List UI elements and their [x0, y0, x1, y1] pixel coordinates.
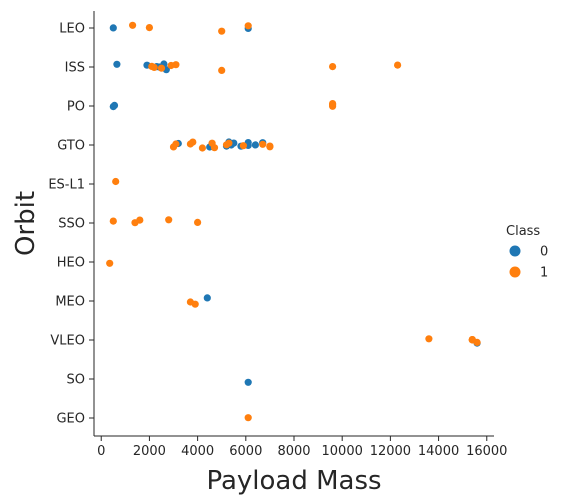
data-point-class-0 [244, 378, 252, 386]
y-tick-label: GEO [56, 412, 85, 427]
y-tick-label: LEO [59, 22, 85, 37]
y-tick-label: PO [67, 100, 85, 115]
data-point-class-1 [218, 27, 226, 35]
x-tick-label: 2000 [133, 444, 166, 459]
x-tick-label: 6000 [229, 444, 262, 459]
data-point-class-1 [172, 61, 180, 69]
data-point-class-1 [172, 140, 180, 148]
data-point-class-1 [109, 217, 117, 225]
legend-title: Class [506, 224, 540, 239]
x-tick-label: 4000 [181, 444, 214, 459]
y-tick-label: SO [67, 373, 85, 388]
data-point-class-1 [157, 64, 166, 72]
data-point-class-1 [136, 216, 144, 224]
x-tick-label: 14000 [418, 444, 459, 459]
data-point-class-1 [266, 142, 274, 150]
y-tick-label: MEO [55, 295, 85, 310]
x-tick-label: 16000 [466, 444, 507, 459]
data-point-class-1 [145, 24, 153, 32]
data-point-class-1 [191, 300, 199, 308]
x-tick-label: 12000 [370, 444, 411, 459]
y-tick-label: ES-L1 [48, 178, 85, 193]
y-tick-label: HEO [57, 256, 85, 271]
data-point-class-0 [251, 141, 259, 149]
data-point-class-1 [210, 144, 219, 152]
x-axis-title: Payload Mass [206, 466, 381, 496]
y-tick-label: SSO [58, 217, 85, 232]
data-point-class-0 [203, 294, 211, 302]
data-point-class-1 [150, 63, 158, 71]
points-layer [106, 21, 481, 422]
data-point-class-1 [194, 218, 202, 226]
data-point-class-1 [189, 138, 197, 146]
y-axis-title: Orbit [11, 191, 41, 256]
legend: Class 0 1 [506, 224, 548, 281]
data-point-class-1 [112, 177, 120, 186]
data-point-class-1 [218, 66, 226, 74]
data-point-class-1 [259, 140, 267, 148]
axes: 0 2000 4000 6000 8000 10000 12000 14000 16000 LEO… [48, 11, 507, 459]
data-point-class-1 [106, 259, 114, 267]
data-point-class-1 [473, 338, 481, 346]
data-point-class-1 [244, 22, 252, 30]
legend-label-class-1: 1 [540, 266, 548, 281]
x-tick-label: 0 [97, 444, 105, 459]
data-point-class-1 [329, 63, 337, 71]
data-point-class-0 [113, 60, 121, 68]
data-point-class-1 [225, 139, 233, 147]
data-point-class-1 [165, 216, 173, 224]
data-point-class-1 [425, 335, 433, 343]
y-tick-label: ISS [65, 61, 85, 76]
data-point-class-1 [394, 61, 402, 69]
data-point-class-1 [239, 142, 247, 150]
y-tick-label: VLEO [50, 334, 85, 349]
data-point-class-0 [109, 24, 117, 32]
data-point-class-0 [110, 101, 119, 109]
legend-label-class-0: 0 [540, 245, 548, 260]
data-point-class-1 [244, 414, 252, 422]
data-point-class-1 [198, 144, 206, 152]
data-point-class-1 [129, 21, 137, 29]
legend-marker-class-0 [509, 245, 521, 257]
data-point-class-1 [329, 100, 337, 108]
x-tick-label: 8000 [277, 444, 310, 459]
x-tick-label: 10000 [322, 444, 363, 459]
legend-marker-class-1 [509, 266, 521, 278]
y-tick-label: GTO [57, 139, 85, 154]
